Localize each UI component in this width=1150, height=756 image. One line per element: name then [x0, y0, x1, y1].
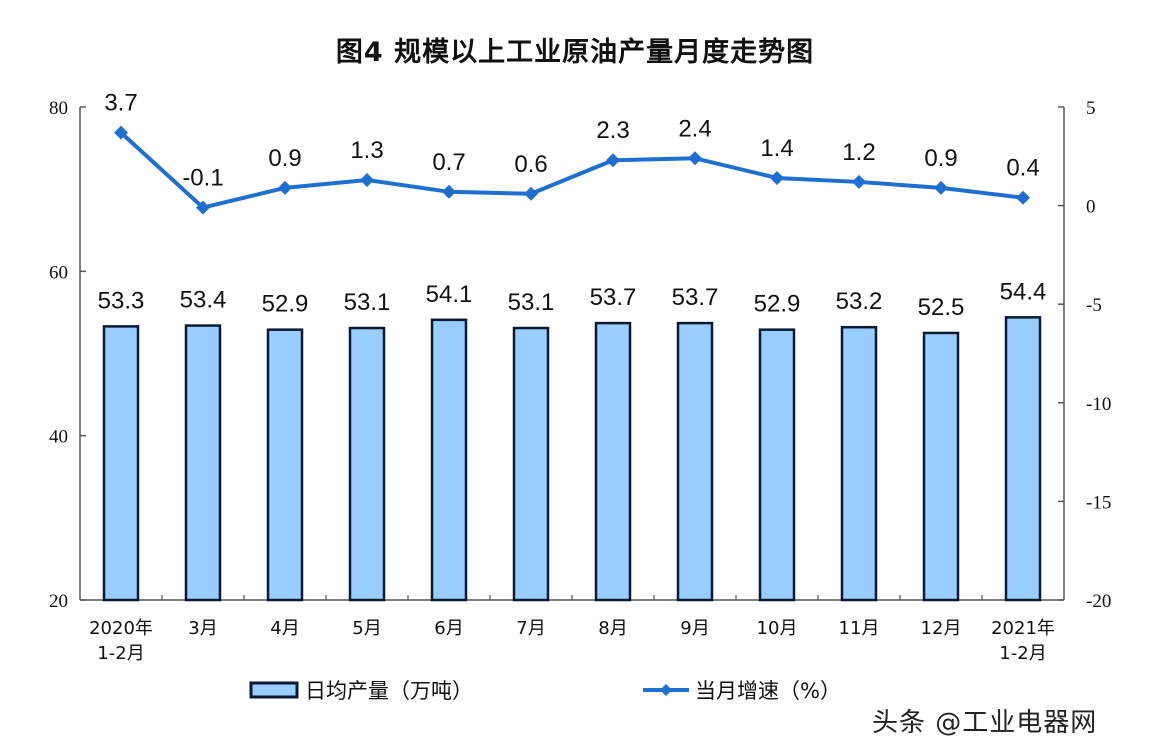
left-axis-tick-label: 20 — [49, 591, 68, 612]
chart-title: 图4 规模以上工业原油产量月度走势图 — [335, 37, 815, 68]
right-axis-tick-label: -10 — [1086, 394, 1111, 415]
bar-value-label: 52.5 — [918, 294, 965, 321]
line-value-label: 0.9 — [924, 145, 957, 172]
bar-value-label: 52.9 — [754, 291, 801, 318]
right-axis-tick-label: -15 — [1086, 492, 1111, 513]
right-axis-tick-label: -5 — [1086, 295, 1102, 316]
x-axis-category-label: 7月 — [516, 618, 545, 639]
line-value-label: 0.6 — [514, 151, 547, 178]
line-value-label: 1.3 — [350, 137, 383, 164]
bar-value-label: 52.9 — [262, 291, 309, 318]
line-value-label: 0.4 — [1006, 155, 1039, 182]
line-marker-diamond — [688, 151, 702, 166]
bar — [430, 318, 468, 602]
x-axis-category-label: 12月 — [921, 618, 962, 639]
line-value-label: -0.1 — [182, 165, 223, 192]
x-axis-category-label: 3月 — [188, 618, 217, 639]
line-marker-diamond — [196, 200, 210, 215]
x-axis-category-label: 9月 — [680, 618, 709, 639]
legend-bar-swatch — [249, 681, 299, 699]
line-marker-diamond — [442, 184, 456, 199]
line-value-label: 2.4 — [678, 115, 711, 142]
line-marker-diamond — [524, 186, 538, 201]
bar-value-label: 54.4 — [1000, 278, 1047, 305]
line-marker-diamond — [114, 125, 128, 140]
bar-value-label: 53.1 — [508, 289, 555, 316]
left-axis-tick-label: 80 — [49, 98, 68, 119]
bar — [266, 328, 304, 602]
line-value-label: 3.7 — [104, 90, 137, 117]
x-axis-category-label: 5月 — [352, 618, 381, 639]
line-value-label: 0.7 — [432, 149, 465, 176]
line-value-label: 1.2 — [842, 139, 875, 166]
bar-value-label: 53.7 — [590, 284, 637, 311]
right-axis-tick-label: 5 — [1086, 98, 1096, 119]
left-axis-tick-label: 40 — [49, 427, 68, 448]
bar — [922, 331, 960, 602]
line-marker-diamond — [852, 174, 866, 189]
bar — [676, 321, 714, 602]
watermark: 头条 @工业电器网 — [872, 708, 1098, 738]
bar — [758, 328, 796, 602]
bar — [512, 326, 550, 602]
legend-line-label: 当月增速（%） — [695, 679, 841, 703]
bar-value-label: 53.4 — [180, 287, 227, 314]
line-marker-diamond — [606, 153, 620, 168]
right-axis-tick-label: 0 — [1086, 197, 1096, 218]
bar — [102, 325, 140, 602]
x-axis-category-label: 11月 — [839, 618, 880, 639]
x-axis-category-label: 6月 — [434, 618, 463, 639]
bar-value-label: 53.7 — [672, 284, 719, 311]
x-axis-category-label: 2021年 — [991, 618, 1055, 639]
line-marker-diamond — [360, 172, 374, 187]
line-marker-diamond — [934, 180, 948, 195]
legend-bar-label: 日均产量（万吨） — [305, 679, 473, 703]
line-value-label: 1.4 — [760, 135, 793, 162]
bar-value-label: 53.2 — [836, 288, 883, 315]
line-marker-diamond — [770, 170, 784, 185]
legend-diamond-icon — [660, 684, 672, 696]
left-axis-tick-label: 60 — [49, 262, 68, 283]
line-marker-diamond — [278, 180, 292, 195]
bar — [184, 324, 222, 602]
line-value-label: 2.3 — [596, 117, 629, 144]
x-axis-category-label: 10月 — [757, 618, 798, 639]
x-axis-category-label: 1-2月 — [999, 643, 1046, 664]
x-axis-category-label: 1-2月 — [97, 643, 144, 664]
bar — [1004, 316, 1042, 602]
x-axis-category-label: 2020年 — [89, 618, 153, 639]
bar-value-label: 53.3 — [98, 287, 145, 314]
line-value-label: 0.9 — [268, 145, 301, 172]
bar — [348, 326, 386, 602]
bar-value-label: 53.1 — [344, 289, 391, 316]
x-axis-category-label: 8月 — [598, 618, 627, 639]
bar-value-label: 54.1 — [426, 281, 473, 308]
right-axis-tick-label: -20 — [1086, 591, 1111, 612]
line-marker-diamond — [1016, 190, 1030, 205]
bar — [840, 325, 878, 602]
bar — [594, 321, 632, 602]
x-axis-category-label: 4月 — [270, 618, 299, 639]
growth-line — [119, 131, 1024, 210]
